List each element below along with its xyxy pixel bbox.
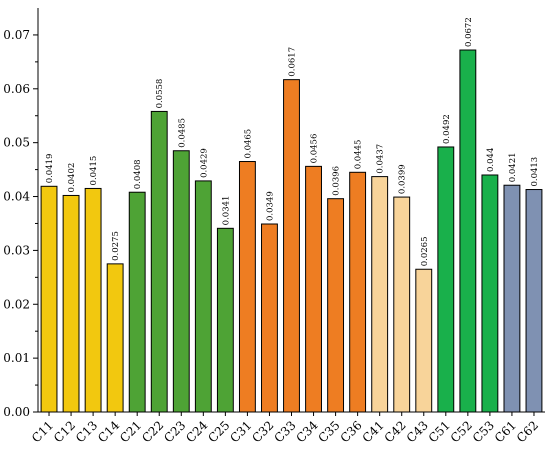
value-label-c24: 0.0429: [199, 148, 209, 178]
value-label-c23: 0.0485: [177, 118, 187, 148]
x-tick-label-c61: C61: [492, 418, 519, 445]
value-label-c32: 0.0349: [265, 191, 275, 221]
bar-c35: [327, 198, 345, 413]
bar-c33: [283, 79, 300, 413]
y-tick-label: 0.05: [3, 136, 30, 150]
y-tick-label: 0.07: [3, 28, 30, 42]
x-tick-label-c52: C52: [448, 418, 475, 445]
x-tick-label-c13: C13: [73, 418, 100, 445]
value-label-c11: 0.0419: [45, 154, 55, 184]
bar-c12: [62, 194, 80, 413]
x-tick-label-c24: C24: [183, 418, 210, 445]
value-label-c34: 0.0456: [310, 134, 320, 164]
x-tick-label-c22: C22: [139, 418, 166, 445]
bar-c13: [84, 187, 102, 413]
value-label-c13: 0.0415: [89, 156, 99, 186]
value-label-c42: 0.0399: [398, 164, 408, 194]
value-label-c51: 0.0492: [442, 114, 452, 144]
bar-c32: [261, 223, 278, 413]
x-tick-label-c21: C21: [117, 418, 144, 445]
value-label-c61: 0.0421: [508, 152, 518, 182]
x-tick-label-c62: C62: [514, 418, 541, 445]
x-tick-label-c41: C41: [360, 418, 387, 445]
bar-c52: [459, 49, 477, 413]
value-labels-group: 0.0419 0.0402 0.0415 0.0275 0.0408 0.0558 0.04…: [45, 17, 540, 266]
value-label-c14: 0.0275: [111, 231, 121, 261]
bars-group: [40, 49, 543, 413]
x-tick-label-c33: C33: [271, 418, 298, 445]
y-tick-label: 0.06: [3, 82, 30, 96]
x-tick-label-c36: C36: [338, 418, 365, 445]
bar-c21: [128, 191, 146, 413]
x-tick-label-c53: C53: [470, 418, 497, 445]
bar-c22: [150, 110, 168, 413]
x-tick-label-c32: C32: [249, 418, 276, 445]
x-tick-label-c51: C51: [426, 418, 453, 445]
value-label-c52: 0.0672: [464, 17, 474, 47]
x-axis-ticks: C11C12C13C14C21C22C23C24C25C31C32C33C34C…: [29, 412, 541, 445]
value-label-c33: 0.0617: [288, 47, 298, 77]
bar-c43: [415, 268, 433, 413]
x-tick-label-c34: C34: [293, 418, 320, 445]
x-tick-label-c42: C42: [382, 418, 409, 445]
value-label-c12: 0.0402: [67, 163, 77, 193]
bar-c61: [503, 184, 521, 413]
y-tick-label: 0.01: [3, 351, 30, 365]
bar-c11: [40, 185, 58, 413]
value-label-c35: 0.0396: [332, 166, 342, 196]
bar-c41: [371, 176, 389, 413]
bar-c23: [172, 150, 190, 413]
value-label-c36: 0.0445: [354, 140, 364, 170]
x-tick-label-c23: C23: [161, 418, 188, 445]
bar-c34: [305, 165, 322, 413]
bar-c42: [393, 196, 411, 413]
bar-c14: [106, 263, 124, 413]
bar-c31: [238, 161, 256, 413]
x-tick-label-c43: C43: [404, 418, 431, 445]
value-label-c25: 0.0341: [221, 196, 231, 226]
x-tick-label-c25: C25: [205, 418, 232, 445]
bar-c51: [437, 146, 455, 413]
y-tick-label: 0.04: [3, 190, 30, 204]
value-label-c21: 0.0408: [133, 159, 143, 189]
bar-c36: [349, 171, 367, 413]
y-tick-label: 0.00: [3, 405, 30, 419]
value-label-c43: 0.0265: [420, 237, 430, 267]
bar-c25: [216, 227, 234, 413]
bar-c53: [481, 174, 499, 413]
x-tick-label-c11: C11: [29, 418, 56, 445]
value-label-c53: 0.044: [486, 148, 496, 172]
y-axis-ticks: 0.00 0.01 0.02 0.03 0.04 0.05 0.06 0.07: [3, 28, 38, 419]
value-label-c41: 0.0437: [376, 144, 386, 174]
x-tick-label-c35: C35: [316, 418, 343, 445]
value-label-c22: 0.0558: [155, 79, 165, 109]
x-tick-label-c14: C14: [95, 418, 122, 445]
y-tick-label: 0.02: [3, 297, 30, 311]
value-label-c62: 0.0413: [530, 157, 540, 187]
bar-c62: [525, 189, 543, 413]
x-tick-label-c12: C12: [51, 418, 78, 445]
bar-c24: [194, 180, 212, 413]
y-tick-label: 0.03: [3, 243, 30, 257]
value-label-c31: 0.0465: [243, 129, 253, 159]
x-tick-label-c31: C31: [227, 418, 254, 445]
